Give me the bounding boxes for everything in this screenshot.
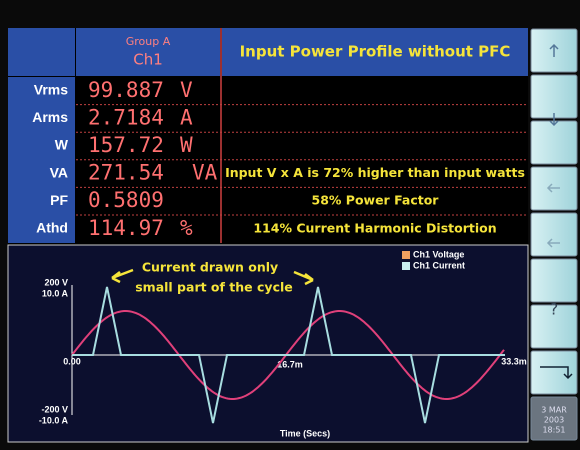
reading-label: Athd [36, 220, 68, 236]
sidebar [531, 29, 577, 440]
y-top-label: 200 V [44, 277, 68, 287]
reading-label: Vrms [34, 82, 68, 98]
legend-swatch-voltage [402, 251, 410, 259]
help-button-label: ? [550, 300, 559, 319]
side-button[interactable] [531, 351, 577, 394]
y-bottom-label: -200 V [41, 404, 68, 414]
x-tick-label: 0.00 [63, 356, 81, 366]
reading-value: 157.72 [88, 133, 164, 157]
reading-note: 58% Power Factor [312, 193, 440, 208]
reading-label: Arms [32, 109, 68, 125]
annotation: small part of the cycle [135, 280, 293, 295]
annotation: Current drawn only [142, 260, 278, 275]
analyzer-screen: Group A Ch1 Input Power Profile without … [0, 0, 580, 450]
reading-unit: W [180, 133, 193, 157]
reading-unit: VA [192, 161, 218, 185]
reading-value: 114.97 [88, 216, 164, 240]
reading-unit: V [180, 78, 193, 102]
reading-note: 114% Current Harmonic Distortion [253, 220, 496, 235]
reading-value: 99.887 [88, 78, 164, 102]
header-corner [8, 28, 75, 76]
legend-swatch-current [402, 262, 410, 270]
reading-label: VA [50, 164, 68, 180]
reading-label: W [55, 137, 69, 153]
waveform-panel [8, 245, 528, 442]
reading-label: PF [50, 192, 68, 208]
x-axis-title: Time (Secs) [280, 428, 330, 438]
reading-unit: A [180, 105, 193, 129]
y-bottom-label: -10.0 A [39, 415, 69, 425]
side-button[interactable] [531, 121, 577, 164]
x-tick-label: 33.3m [501, 356, 527, 366]
screen-title: Input Power Profile without PFC [240, 43, 511, 61]
label-column [8, 77, 75, 243]
y-top-label: 10.0 A [42, 288, 69, 298]
group-label: Group A [126, 35, 171, 48]
reading-value: 2.7184 [88, 105, 164, 129]
reading-value: 0.5809 [88, 188, 164, 212]
side-button[interactable] [531, 259, 577, 302]
legend-label: Ch1 Voltage [413, 249, 464, 259]
date-label: 2003 [544, 416, 564, 425]
reading-value: 271.54 [88, 161, 164, 185]
reading-unit: % [180, 216, 193, 240]
date-label: 18:51 [542, 426, 565, 435]
reading-note: Input V x A is 72% higher than input wat… [225, 165, 525, 180]
channel-label: Ch1 [133, 51, 163, 69]
side-button[interactable] [531, 213, 577, 256]
side-button[interactable] [531, 75, 577, 118]
date-label: 3 MAR [541, 406, 567, 415]
legend-label: Ch1 Current [413, 260, 465, 270]
